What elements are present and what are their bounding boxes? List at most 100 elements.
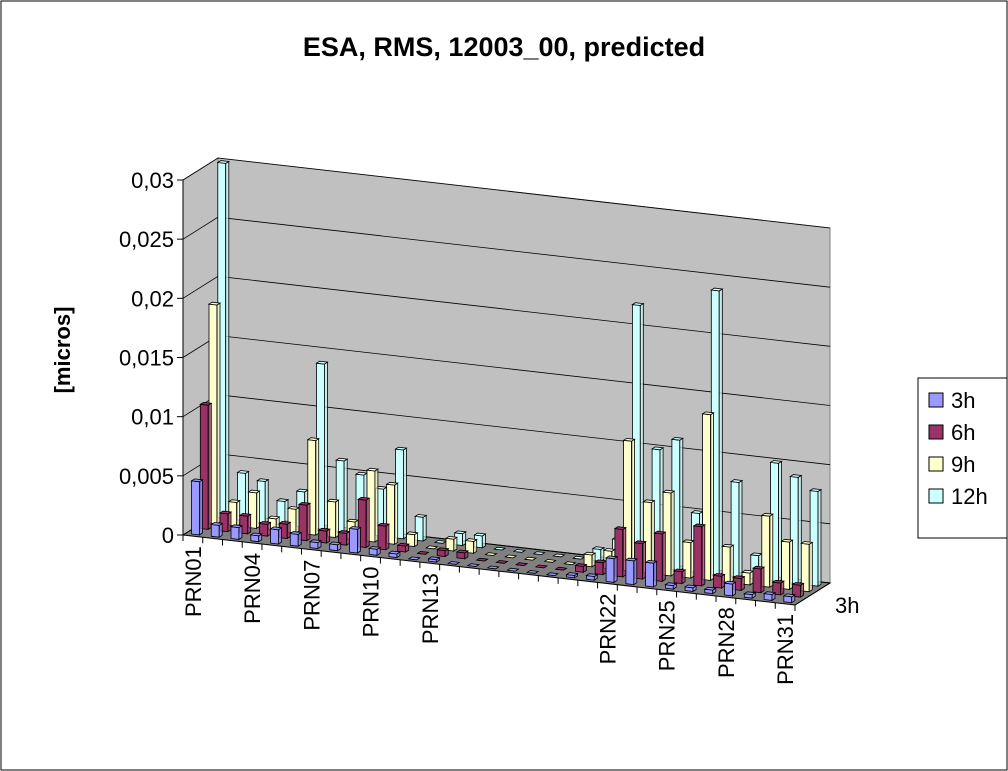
bar-side [631,438,635,573]
bar-side [613,556,618,584]
bar-side [315,437,320,536]
bar-top [258,521,272,525]
bar-top [199,401,213,406]
bar-top [749,552,763,557]
bar-top [771,579,785,584]
bar-top [703,586,717,591]
bar-top [297,501,312,506]
bar-top [278,520,292,525]
y-tick-label: 0,03 [131,168,174,193]
y-tick-label: 0,015 [119,346,174,371]
bar-front [752,567,762,594]
bar [574,563,588,574]
bar [721,543,735,584]
bar-top [683,584,698,589]
bar [523,556,538,561]
bar-side [216,302,221,525]
bar [515,562,529,567]
bar-top [642,499,656,504]
chart-title: ESA, RMS, 12003_00, predicted [303,32,705,62]
bar-side [639,302,644,567]
bar-top [653,530,667,535]
bar [416,550,430,555]
bar-top [326,498,340,503]
bar [506,567,520,572]
bar [782,593,796,604]
bar [681,539,695,579]
bar-front [673,570,683,585]
bar-top [545,572,560,577]
bar-side [422,514,427,542]
bar [365,467,380,543]
x-tick-label: PRN01 [181,546,206,617]
bar-top [624,557,638,562]
bar [466,563,481,567]
bar [210,522,224,538]
bar [405,531,419,548]
x-tick-label: PRN10 [359,567,384,638]
bar-top [308,539,323,544]
bar [780,538,794,591]
bar [572,555,586,560]
bar-top [256,478,270,482]
bar-top [289,531,303,535]
bar [269,526,283,545]
bar-top [190,478,204,483]
bar-side [817,488,822,587]
bar-top [504,554,518,559]
bar-top [238,512,252,517]
bar-front [191,480,200,536]
bar-side [710,412,714,582]
bar [631,302,645,567]
bar [644,559,658,588]
bar-side [738,479,743,578]
bar [190,478,204,536]
bar-side [374,468,379,543]
bar-top [565,572,579,576]
bar [585,573,599,581]
bar-top [622,437,636,442]
bar [762,591,777,602]
bar-top [554,566,568,571]
bar-top [644,559,658,564]
bar-top [613,526,627,530]
bar [484,552,498,556]
bar-front [693,525,703,587]
bar-top [286,506,301,510]
bar-side [690,539,695,579]
bar-top [433,539,448,544]
bar-top [574,563,588,567]
bar [692,523,706,587]
bar [407,556,421,561]
bar-top [365,467,380,472]
bar-top [650,446,665,451]
bar-side [207,402,212,531]
bar [348,526,362,554]
bar-top [335,457,349,462]
bar [593,559,608,576]
legend-label: 9h [951,452,975,477]
bar-top [602,548,616,552]
bar-side [769,513,774,588]
bar [791,582,805,598]
bar-top [506,567,520,572]
bar-top [661,489,676,494]
bar-top [337,530,351,534]
bar-side [247,513,252,535]
bar-top [306,437,320,442]
bar-top [692,523,706,528]
bar-top [229,524,244,529]
bar-top [712,573,726,577]
bar-side [286,521,291,540]
bar-top [729,479,744,483]
bar [495,560,509,564]
bar-front [270,528,279,545]
bar-side [642,540,646,580]
bar-front [289,533,299,547]
bar-top [582,551,597,556]
bar-top [444,535,459,540]
bar-side [402,447,407,540]
bar-side [808,541,813,593]
bar-top [789,474,803,478]
